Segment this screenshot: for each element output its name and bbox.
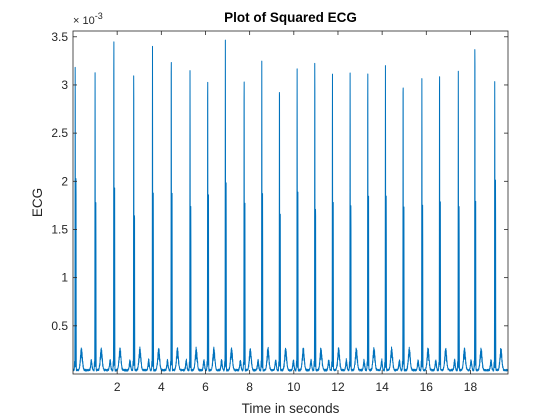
x-tick-label: 14	[375, 380, 389, 394]
y-tick-label: 1	[61, 271, 68, 285]
x-tick-label: 18	[464, 380, 478, 394]
x-tick-label: 12	[331, 380, 345, 394]
y-tick-label: 0.5	[51, 319, 68, 333]
chart-title: Plot of Squared ECG	[224, 10, 357, 25]
y-tick-label: 3.5	[51, 30, 68, 44]
y-tick-label: 3	[61, 78, 68, 92]
x-tick-label: 10	[287, 380, 301, 394]
x-tick-label: 6	[202, 380, 209, 394]
y-exponent-label: × 10-3	[73, 11, 103, 27]
x-tick-label: 4	[158, 380, 165, 394]
y-tick-label: 1.5	[51, 222, 68, 236]
y-exponent-base: × 10	[73, 15, 95, 27]
x-tick-label: 2	[114, 380, 121, 394]
x-tick-label: 16	[420, 380, 434, 394]
y-tick-label: 2.5	[51, 126, 68, 140]
y-exponent-power: -3	[95, 11, 103, 21]
y-tick-label: 2	[61, 174, 68, 188]
x-axis-label: Time in seconds	[242, 401, 340, 416]
x-axis-ticks: 2 4 6 8 10 12 14 16 18	[114, 31, 478, 394]
x-tick-label: 8	[246, 380, 253, 394]
plot-area	[73, 39, 508, 372]
axes-box	[72, 30, 509, 375]
y-axis-label: ECG	[30, 188, 45, 217]
y-axis-ticks: 0.5 1 1.5 2 2.5 3 3.5	[51, 30, 508, 333]
axes-background	[73, 31, 508, 374]
ecg-series-line	[73, 39, 508, 372]
